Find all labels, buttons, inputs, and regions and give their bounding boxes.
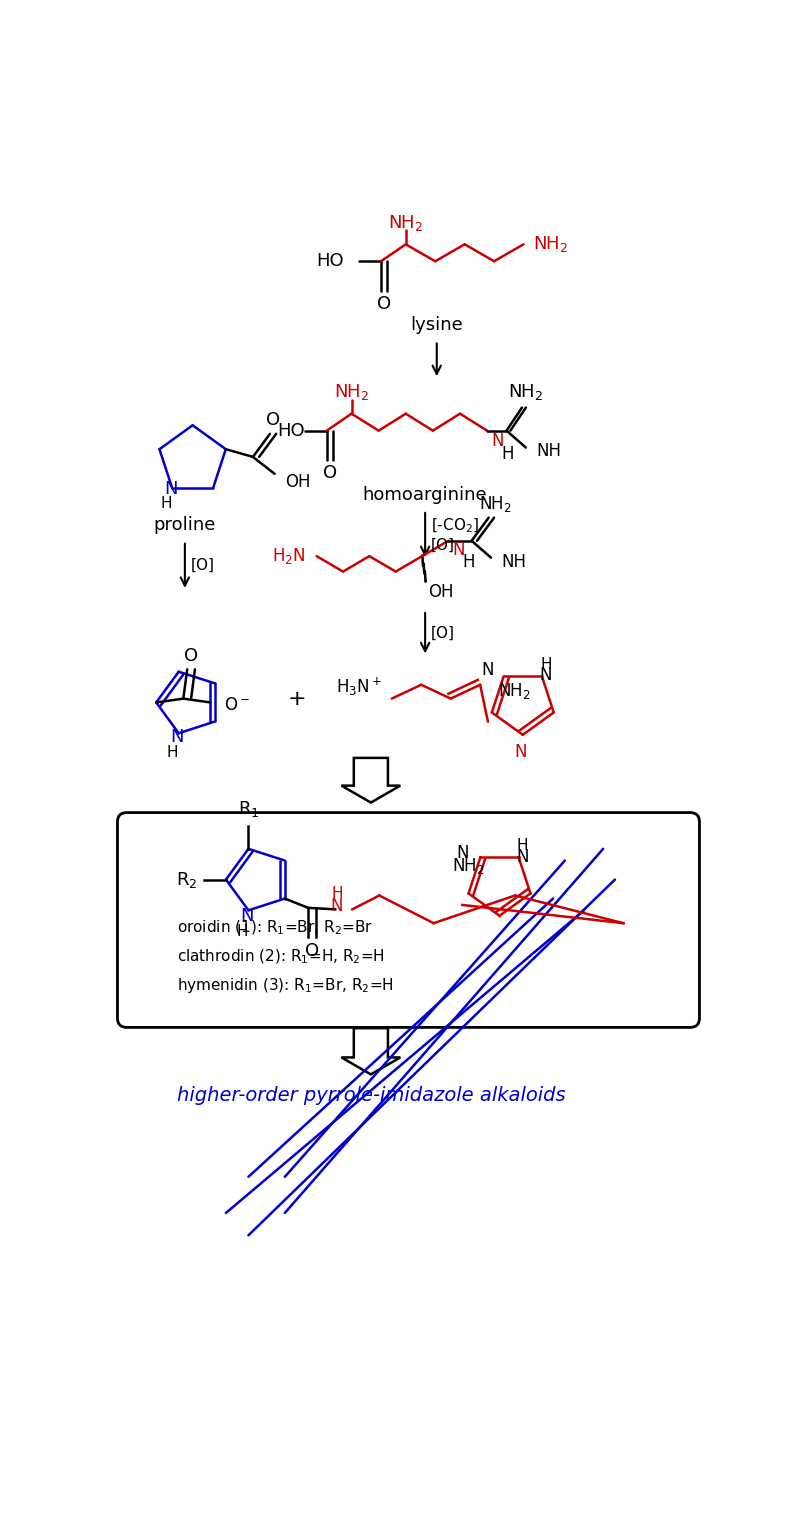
Text: H: H — [501, 445, 513, 463]
Text: OH: OH — [285, 472, 311, 491]
Text: H: H — [167, 745, 179, 760]
Text: N: N — [516, 849, 528, 867]
Text: [O]: [O] — [430, 625, 454, 641]
Text: N: N — [171, 728, 184, 746]
Text: lysine: lysine — [410, 317, 463, 335]
Polygon shape — [341, 758, 400, 803]
Text: O: O — [323, 463, 337, 482]
Text: O$^-$: O$^-$ — [224, 696, 249, 714]
Text: O: O — [305, 942, 319, 960]
Text: H: H — [160, 495, 171, 511]
Text: NH$_2$: NH$_2$ — [388, 213, 423, 232]
Text: N: N — [240, 907, 253, 925]
Text: proline: proline — [154, 517, 216, 534]
Text: N: N — [482, 661, 494, 679]
Text: [O]: [O] — [190, 558, 214, 573]
FancyBboxPatch shape — [117, 812, 700, 1027]
Text: +: + — [288, 688, 307, 708]
Text: clathrodin (2): R$_1$=H, R$_2$=H: clathrodin (2): R$_1$=H, R$_2$=H — [177, 948, 385, 966]
Text: NH: NH — [501, 553, 526, 572]
Text: H: H — [331, 887, 343, 902]
Text: H: H — [462, 553, 475, 572]
Text: HO: HO — [277, 422, 305, 440]
Text: N: N — [514, 743, 527, 761]
Text: NH$_2$: NH$_2$ — [498, 680, 531, 700]
Text: H$_2$N: H$_2$N — [272, 546, 305, 566]
Text: O: O — [377, 295, 391, 312]
Text: N: N — [452, 541, 465, 560]
Text: NH$_2$: NH$_2$ — [533, 234, 568, 254]
Text: R$_1$: R$_1$ — [238, 798, 259, 818]
Text: N: N — [164, 480, 177, 498]
Text: R$_2$: R$_2$ — [176, 870, 198, 890]
Text: N: N — [540, 665, 552, 683]
Text: O: O — [184, 647, 198, 665]
Text: O: O — [266, 411, 280, 430]
Text: [-CO$_2$]
[O]: [-CO$_2$] [O] — [430, 517, 479, 553]
Text: oroidin (1): R$_1$=Br, R$_2$=Br: oroidin (1): R$_1$=Br, R$_2$=Br — [177, 919, 373, 937]
Text: higher-order pyrrole-imidazole alkaloids: higher-order pyrrole-imidazole alkaloids — [177, 1086, 565, 1104]
Text: OH: OH — [428, 584, 453, 601]
Text: NH$_2$: NH$_2$ — [508, 382, 544, 402]
Text: H: H — [237, 924, 248, 939]
Text: H: H — [516, 838, 528, 853]
Text: NH$_2$: NH$_2$ — [334, 382, 369, 402]
Text: NH: NH — [536, 442, 561, 460]
Text: N: N — [456, 844, 469, 862]
Text: hymenidin (3): R$_1$=Br, R$_2$=H: hymenidin (3): R$_1$=Br, R$_2$=H — [177, 976, 394, 994]
Text: H$_3$N$^+$: H$_3$N$^+$ — [336, 676, 382, 699]
Text: HO: HO — [316, 252, 344, 271]
Text: H: H — [540, 657, 552, 673]
Text: homoarginine: homoarginine — [363, 486, 488, 503]
Text: NH$_2$: NH$_2$ — [478, 494, 511, 514]
Polygon shape — [341, 1027, 400, 1075]
Text: N: N — [491, 431, 504, 450]
Text: N: N — [331, 898, 343, 916]
Text: NH$_2$: NH$_2$ — [452, 856, 485, 876]
